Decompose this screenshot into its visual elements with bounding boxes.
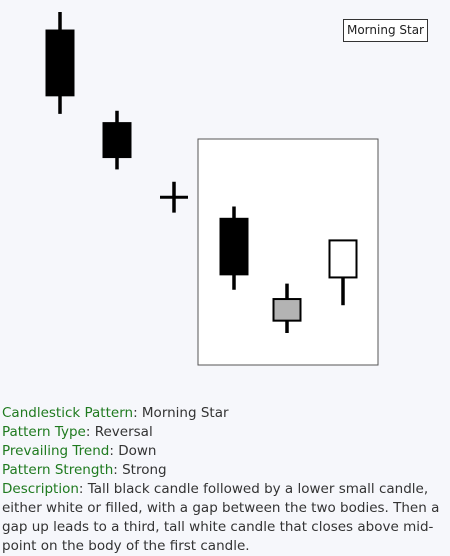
candles <box>45 12 358 333</box>
candle-context-doji <box>160 181 188 213</box>
candle-pattern-white <box>328 239 358 306</box>
candle-pattern-star <box>272 283 302 333</box>
candle-body <box>272 298 302 322</box>
candle-body <box>328 239 358 279</box>
pattern-name-label: Morning Star <box>343 19 428 42</box>
info-key-strength: Pattern Strength <box>2 462 114 478</box>
info-row-trend: Prevailing Trend: Down <box>2 443 157 459</box>
info-key-description: Description <box>2 481 79 497</box>
candle-context-black <box>102 110 132 170</box>
info-row-strength: Pattern Strength: Strong <box>2 462 167 478</box>
candle-body <box>45 29 75 97</box>
info-value-trend: Down <box>118 443 157 459</box>
candle-context-black <box>45 12 75 114</box>
candle-body <box>102 122 132 159</box>
info-key-pattern: Candlestick Pattern <box>2 405 134 421</box>
candle-pattern-black <box>219 206 249 290</box>
pattern-info: Candlestick Pattern: Morning Star Patter… <box>2 404 446 556</box>
info-row-type: Pattern Type: Reversal <box>2 424 153 440</box>
info-value-strength: Strong <box>122 462 167 478</box>
candlestick-diagram <box>45 12 379 366</box>
info-value-description: Tall black candle followed by a lower sm… <box>2 481 440 554</box>
info-key-type: Pattern Type <box>2 424 86 440</box>
info-row-pattern: Candlestick Pattern: Morning Star <box>2 405 229 421</box>
info-key-trend: Prevailing Trend <box>2 443 110 459</box>
info-value-pattern: Morning Star <box>141 405 229 421</box>
candle-body <box>219 217 249 276</box>
info-row-description: Description: Tall black candle followed … <box>2 481 440 554</box>
info-value-type: Reversal <box>94 424 153 440</box>
